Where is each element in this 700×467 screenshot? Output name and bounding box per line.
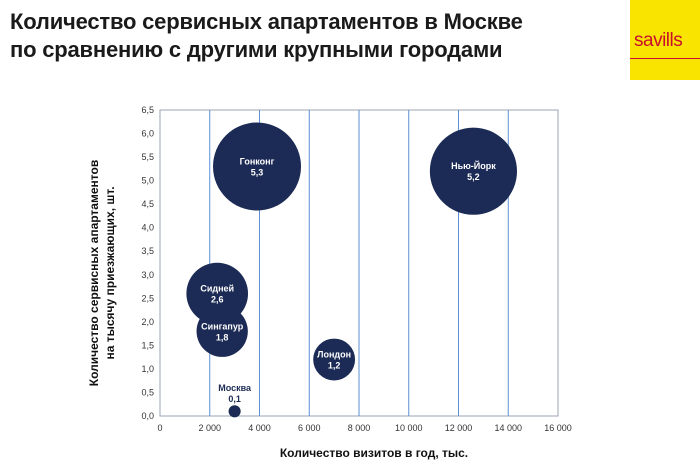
x-tick-label: 16 000 xyxy=(544,423,572,433)
y-tick-label: 0,5 xyxy=(141,387,154,397)
y-tick-label: 5,0 xyxy=(141,176,154,186)
x-tick-label: 0 xyxy=(157,423,162,433)
logo-text: savills xyxy=(634,30,683,51)
x-axis-title: Количество визитов в год, тыс. xyxy=(280,446,468,460)
bubble xyxy=(196,305,248,357)
y-tick-label: 3,5 xyxy=(141,246,154,256)
bubble-value-label: 5,3 xyxy=(251,167,264,177)
x-tick-label: 12 000 xyxy=(445,423,473,433)
bubble-value-label: 5,2 xyxy=(467,172,480,182)
bubble xyxy=(429,127,518,215)
bubble-name-label: Москва xyxy=(218,383,252,393)
x-tick-label: 8 000 xyxy=(348,423,371,433)
bubble-name-label: Сингапур xyxy=(201,321,244,331)
y-tick-label: 2,0 xyxy=(141,317,154,327)
x-tick-label: 2 000 xyxy=(198,423,221,433)
y-tick-label: 1,0 xyxy=(141,364,154,374)
bubble-name-label: Лондон xyxy=(317,350,351,360)
y-tick-label: 3,0 xyxy=(141,270,154,280)
y-tick-label: 6,5 xyxy=(141,105,154,115)
bubble-value-label: 1,2 xyxy=(328,361,341,371)
y-axis-title-line-2: на тысячу приезжающих, шт. xyxy=(103,186,117,359)
bubble xyxy=(228,405,241,418)
bubble xyxy=(313,338,356,381)
bubble xyxy=(213,122,302,211)
logo-rule xyxy=(630,58,700,59)
bubble-value-label: 1,8 xyxy=(216,332,229,342)
bubble-name-label: Сидней xyxy=(200,284,234,294)
bubble-value-label: 2,6 xyxy=(211,295,224,305)
chart-ticks: 0 2 000 4 000 6 000 8 000 10 000 12 000 14 000 1… xyxy=(141,105,571,433)
y-tick-label: 4,0 xyxy=(141,223,154,233)
bubble-name-label: Гонконг xyxy=(240,156,275,166)
y-tick-label: 1,5 xyxy=(141,340,154,350)
chart-title-line-1: Количество сервисных апартаментов в Моск… xyxy=(10,9,523,34)
y-tick-label: 5,5 xyxy=(141,152,154,162)
y-axis-title-line-1: Количество сервисных апартаментов xyxy=(87,160,101,386)
x-tick-label: 4 000 xyxy=(248,423,271,433)
y-tick-label: 6,0 xyxy=(141,129,154,139)
y-tick-label: 0,0 xyxy=(141,411,154,421)
chart-bubbles: Гонконг5,3Нью-Йорк5,2Сидней2,6Сингапур1,… xyxy=(186,122,518,418)
x-tick-label: 14 000 xyxy=(494,423,522,433)
chart-title-line-2: по сравнению с другими крупными городами xyxy=(10,37,503,62)
savills-logo: savills xyxy=(630,0,700,80)
x-tick-label: 10 000 xyxy=(395,423,423,433)
x-tick-label: 6 000 xyxy=(298,423,321,433)
y-tick-label: 2,5 xyxy=(141,293,154,303)
y-tick-label: 4,5 xyxy=(141,199,154,209)
chart-title: Количество сервисных апартаментов в Моск… xyxy=(10,8,610,64)
bubble-name-label: Нью-Йорк xyxy=(451,160,496,171)
bubble-value-label: 0,1 xyxy=(228,394,241,404)
